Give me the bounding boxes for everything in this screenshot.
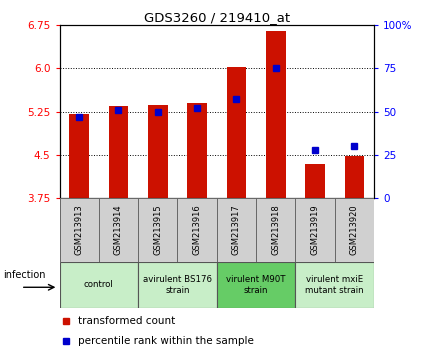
Bar: [345, 156, 364, 198]
Bar: [217, 262, 295, 308]
Bar: [187, 103, 207, 198]
Bar: [227, 67, 246, 198]
Bar: [69, 114, 89, 198]
Text: GSM213920: GSM213920: [350, 205, 359, 256]
Text: GSM213915: GSM213915: [153, 205, 162, 256]
Bar: [148, 104, 167, 198]
Text: control: control: [84, 280, 113, 290]
Bar: [266, 30, 286, 198]
Title: GDS3260 / 219410_at: GDS3260 / 219410_at: [144, 11, 290, 24]
Bar: [305, 164, 325, 198]
Text: infection: infection: [3, 270, 45, 280]
Text: GSM213918: GSM213918: [271, 205, 280, 256]
Text: transformed count: transformed count: [78, 316, 176, 326]
Bar: [109, 106, 128, 198]
Bar: [138, 262, 217, 308]
Bar: [60, 262, 138, 308]
Bar: [295, 262, 374, 308]
Text: virulent M90T
strain: virulent M90T strain: [226, 275, 286, 295]
Text: GSM213914: GSM213914: [114, 205, 123, 256]
Text: GSM213919: GSM213919: [311, 205, 320, 256]
Text: avirulent BS176
strain: avirulent BS176 strain: [143, 275, 212, 295]
Text: percentile rank within the sample: percentile rank within the sample: [78, 336, 254, 346]
Text: GSM213913: GSM213913: [75, 205, 84, 256]
Text: GSM213917: GSM213917: [232, 205, 241, 256]
Text: GSM213916: GSM213916: [193, 205, 201, 256]
Text: virulent mxiE
mutant strain: virulent mxiE mutant strain: [306, 275, 364, 295]
